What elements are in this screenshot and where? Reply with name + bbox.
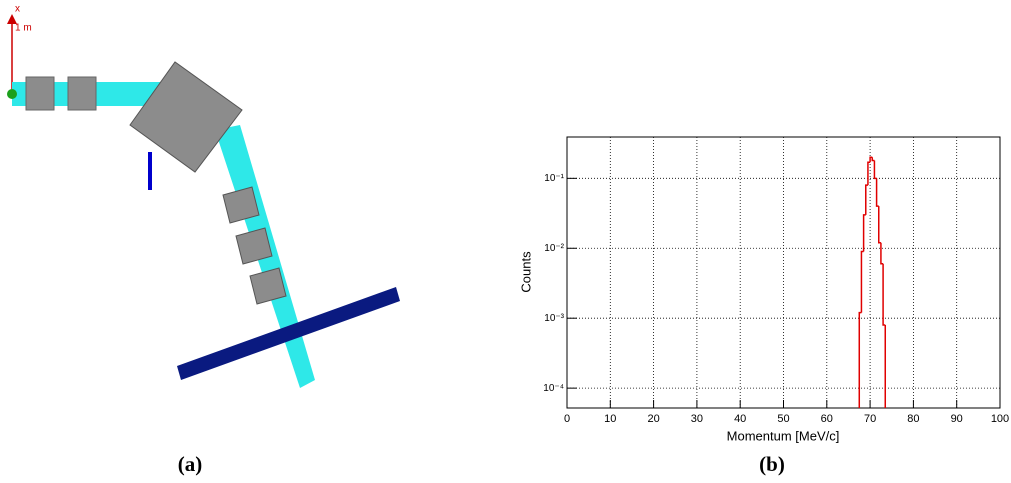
caption: (a) [178,452,203,476]
x-tick-label: 80 [907,413,919,425]
y-tick-label: 10⁻⁴ [543,383,564,394]
histogram-bin [857,425,859,428]
beamline-render: x 1 m [7,4,400,388]
histogram-bin [885,325,887,428]
target [7,89,17,99]
x-tick-label: 0 [564,413,570,425]
histogram-bin [874,160,876,178]
x-tick-label: 70 [864,413,876,425]
y-tick-label: 10⁻³ [544,313,564,324]
x-tick-label: 30 [691,413,703,425]
x-tick-label: 90 [951,413,963,425]
collimator [148,152,152,190]
histogram-bin [864,215,866,252]
histogram-bin [861,251,863,312]
x-tick-label: 10 [604,413,616,425]
histogram-bin [883,264,885,325]
plot-area: 0 10 20 30 40 50 60 70 80 90 100 10⁻⁴ 10⁻³ 10⁻² 10⁻¹ [543,137,1009,428]
caption: (b) [759,452,785,476]
y-axis-title: Counts [518,251,533,293]
x-tick-label: 100 [991,413,1009,425]
y-tick-label: 10⁻¹ [544,173,564,184]
axis-label: x [15,4,20,15]
x-tick-label: 40 [734,413,746,425]
x-axis-title: Momentum [MeV/c] [727,428,840,443]
quadrupole [68,77,96,110]
histogram-bin [872,157,874,160]
quadrupole [26,77,54,110]
histogram-bin [881,243,883,264]
x-tick-label: 20 [647,413,659,425]
figure: x 1 m (a) (b) Momentum [MeV/c] Counts 0 1… [0,0,1011,483]
x-tick-label: 50 [777,413,789,425]
histogram-bin [866,185,868,215]
scale-label: 1 m [15,23,32,34]
histogram-bin [877,178,879,206]
x-tick-label: 60 [821,413,833,425]
y-tick-label: 10⁻² [544,243,564,254]
histogram-bin [879,206,881,243]
histogram [857,157,887,428]
